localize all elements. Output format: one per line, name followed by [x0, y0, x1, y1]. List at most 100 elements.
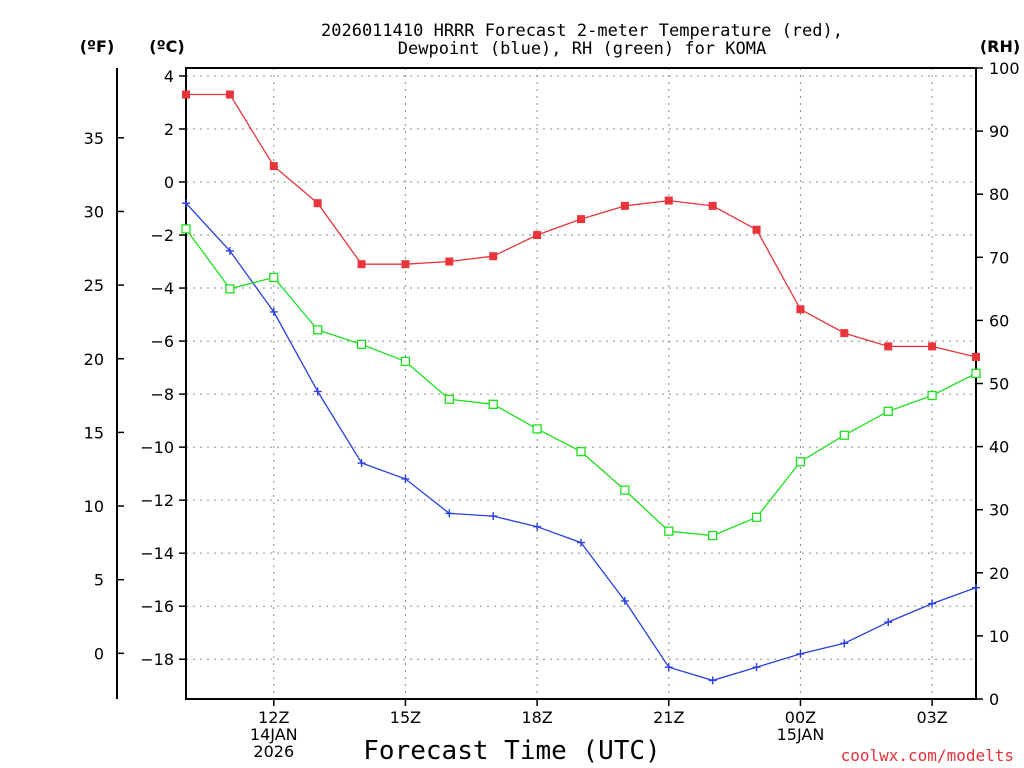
rh-point — [620, 485, 630, 495]
dewpoint-point — [796, 649, 805, 658]
temperature-point — [313, 199, 322, 208]
celsius-tick-label: −6 — [150, 332, 174, 351]
dewpoint-point — [445, 509, 454, 518]
temperature-point — [357, 260, 366, 269]
rh-tick-label: 70 — [989, 248, 1009, 267]
rh-line — [185, 228, 977, 537]
temperature-line — [186, 93, 977, 358]
rh-tick-label: 90 — [989, 122, 1009, 141]
rh-point — [400, 356, 411, 367]
temperature-point — [269, 162, 278, 171]
time-tick-label: 14JAN — [250, 725, 298, 744]
dewpoint-point — [664, 663, 673, 672]
fahrenheit-tick-label: 10 — [84, 497, 104, 516]
dewpoint-point — [182, 199, 190, 208]
dewpoint-line — [185, 202, 977, 682]
temperature-point — [533, 231, 542, 240]
fahrenheit-tick-label: 0 — [94, 644, 104, 663]
time-tick-label: 2026 — [253, 742, 294, 761]
rh-point — [488, 399, 498, 409]
rh-tick-label: 0 — [989, 690, 999, 709]
dewpoint-point — [357, 459, 366, 468]
celsius-tick-label: −18 — [140, 650, 174, 669]
rh-point — [444, 394, 454, 404]
dewpoint-point — [972, 583, 980, 592]
temperature-point — [752, 225, 761, 234]
time-tick-label: 15Z — [390, 708, 421, 727]
dewpoint-point — [489, 512, 498, 521]
rh-tick-label: 100 — [989, 59, 1020, 78]
dewpoint-point — [313, 387, 322, 396]
fahrenheit-tick-label: 35 — [84, 129, 104, 148]
rh-point — [664, 526, 674, 536]
fahrenheit-tick-label: 25 — [84, 276, 104, 295]
dewpoint-point — [840, 639, 849, 648]
fahrenheit-tick-label: 5 — [94, 571, 104, 590]
temperature-point — [708, 201, 717, 210]
time-tick-label: 12Z — [258, 708, 289, 727]
rh-point — [269, 272, 279, 283]
rh-point — [927, 390, 937, 401]
x-axis-label: Forecast Time (UTC) — [363, 736, 660, 766]
celsius-tick-label: 4 — [164, 67, 174, 86]
fahrenheit-unit-label: (ºF) — [80, 37, 115, 56]
time-tick-label: 00Z — [785, 708, 816, 727]
dewpoint-point — [401, 474, 410, 483]
data-series — [181, 90, 981, 685]
rh-unit-label: (RH) — [980, 37, 1020, 56]
dewpoint-point — [577, 538, 585, 547]
temperature-point — [972, 352, 980, 361]
dewpoint-point — [269, 307, 278, 316]
temperature-point — [620, 201, 629, 210]
celsius-tick-label: −12 — [140, 491, 174, 510]
rh-tick-label: 20 — [989, 564, 1009, 583]
dewpoint-point — [533, 522, 542, 531]
rh-tick-label: 30 — [989, 501, 1009, 520]
dewpoint-point — [884, 618, 893, 627]
celsius-tick-label: −14 — [140, 544, 174, 563]
chart-title-line-2: Dewpoint (blue), RH (green) for KOMA — [398, 39, 766, 59]
dewpoint-point — [708, 676, 717, 685]
rh-tick-label: 80 — [989, 185, 1009, 204]
dewpoint-point — [620, 596, 629, 605]
chart-title-line-1: 2026011410 HRRR Forecast 2-meter Tempera… — [321, 21, 843, 41]
rh-point — [795, 457, 806, 467]
celsius-tick-label: −4 — [150, 279, 174, 298]
temperature-point — [840, 329, 849, 338]
dewpoint-point — [752, 663, 761, 672]
rh-point — [883, 406, 893, 416]
dewpoint-point — [928, 599, 937, 608]
rh-point — [356, 339, 367, 350]
rh-tick-label: 40 — [989, 438, 1009, 457]
celsius-tick-label: −10 — [140, 438, 174, 457]
time-tick-label: 18Z — [521, 708, 552, 727]
temperature-point — [489, 252, 498, 261]
rh-point — [576, 446, 586, 457]
celsius-unit-label: (ºC) — [149, 37, 184, 56]
temperature-point — [445, 257, 454, 266]
rh-point — [313, 325, 323, 335]
temperature-point — [928, 342, 937, 351]
rh-point — [971, 368, 981, 379]
rh-tick-label: 10 — [989, 627, 1009, 646]
rh-tick-label: 50 — [989, 375, 1009, 394]
time-tick-label: 03Z — [916, 708, 947, 727]
fahrenheit-tick-label: 30 — [84, 202, 104, 221]
fahrenheit-axis: 35 30 25 20 15 10 5 0 — [84, 129, 124, 663]
temperature-point — [796, 305, 805, 314]
plot-area-frame — [185, 67, 977, 700]
rh-point — [532, 424, 542, 434]
source-credit: coolwx.com/modelts — [841, 746, 1014, 765]
celsius-tick-label: −16 — [140, 597, 174, 616]
time-tick-label: 21Z — [653, 708, 684, 727]
celsius-tick-label: 2 — [164, 120, 174, 139]
rh-point — [225, 284, 235, 294]
grid-lines — [186, 68, 976, 699]
temperature-point — [225, 90, 234, 99]
celsius-axis: 4 2 0 −2 −4 −6 −8 −10 −12 −14 −16 −18 — [140, 67, 186, 669]
temperature-point — [401, 260, 410, 269]
dewpoint-point — [225, 246, 234, 255]
